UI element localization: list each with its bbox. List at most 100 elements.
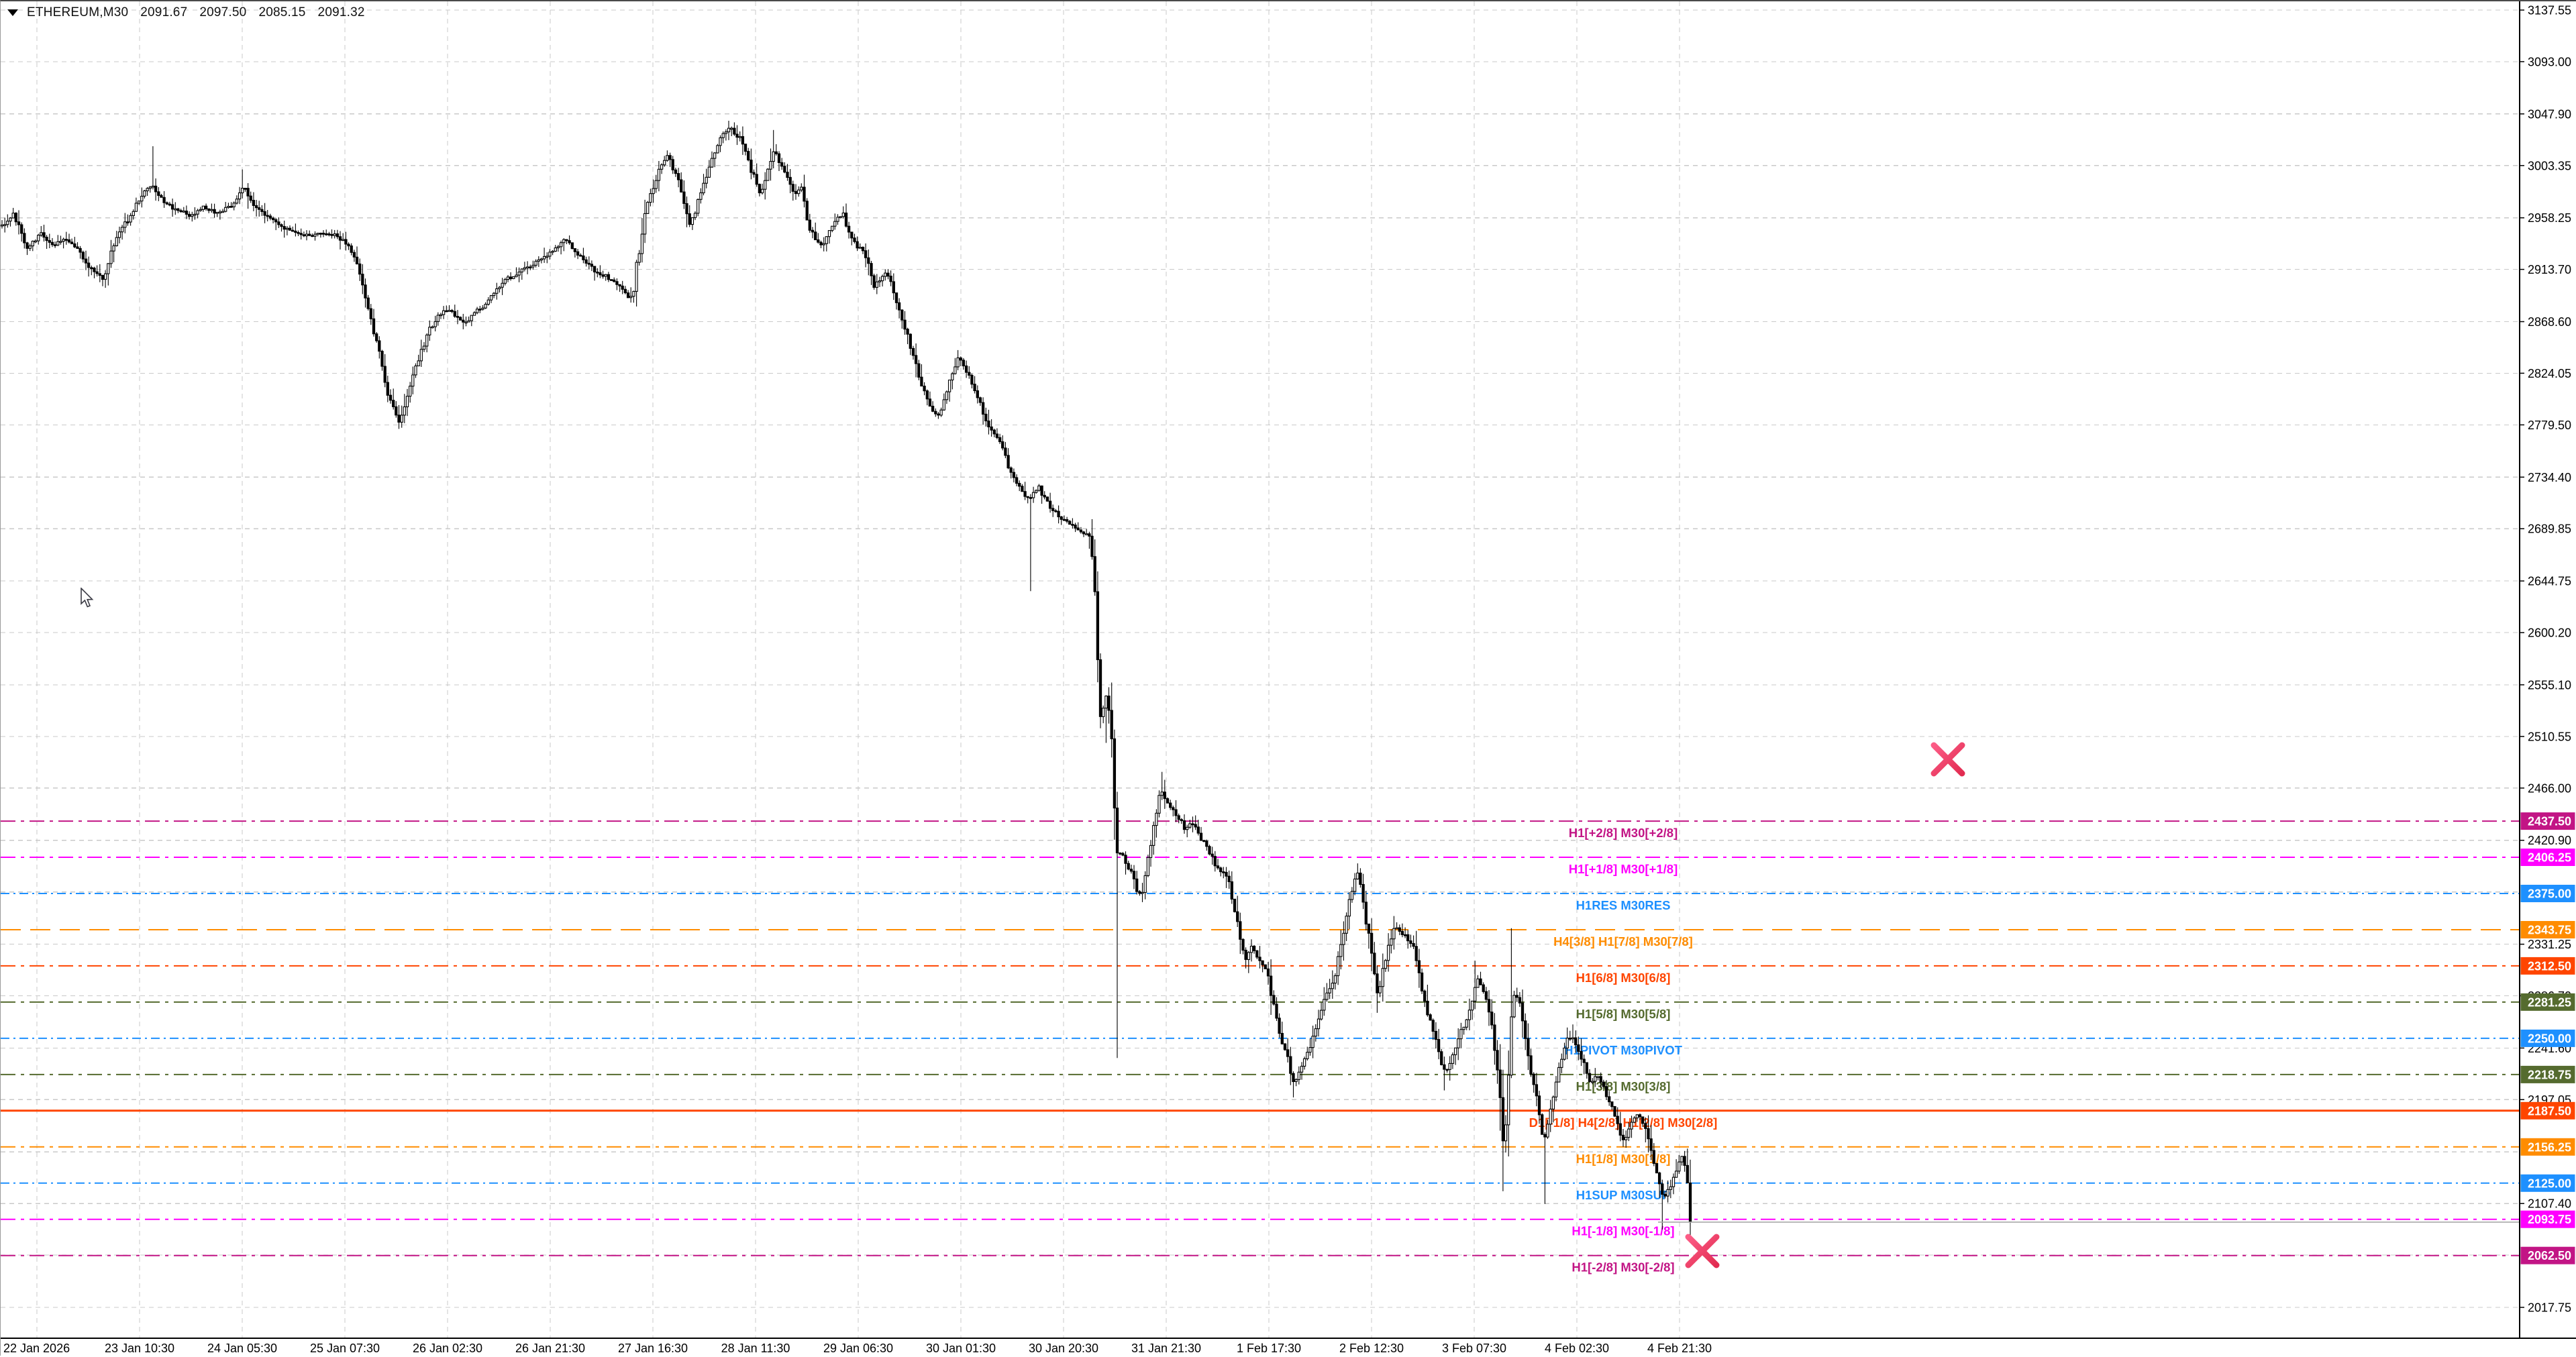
svg-text:2281.25: 2281.25 <box>2528 995 2571 1009</box>
time-axis-label: 25 Jan 07:30 <box>310 1342 380 1355</box>
svg-text:2093.75: 2093.75 <box>2528 1213 2571 1226</box>
svg-text:2437.50: 2437.50 <box>2528 815 2571 828</box>
level-line-2156.25[interactable]: H1[1/8] M30[1/8] <box>1 1146 2520 1166</box>
grid <box>1 1 2520 1338</box>
time-axis-label: 3 Feb 07:30 <box>1442 1342 1506 1355</box>
level-label: H4[3/8] H1[7/8] M30[7/8] <box>1553 934 1693 948</box>
price-axis-badge-2218.75: 2218.75 <box>2520 1065 2575 1083</box>
price-axis-label: 3003.35 <box>2528 159 2571 172</box>
price-axis-badge-2343.75: 2343.75 <box>2520 921 2575 938</box>
chevron-down-icon[interactable] <box>7 9 18 16</box>
price-axis-badge-2406.25: 2406.25 <box>2520 849 2575 866</box>
time-axis-label: 29 Jan 06:30 <box>823 1342 893 1355</box>
price-axis[interactable]: 3137.55 3093.00 3047.90 3003.35 2958.25 2913.… <box>2520 4 2575 1315</box>
low-value: 2085.15 <box>258 5 306 19</box>
price-axis-label: 2510.55 <box>2528 730 2571 743</box>
chart-header: ETHEREUM,M30 2091.67 2097.50 2085.15 209… <box>7 5 365 20</box>
level-label: H1[1/8] M30[1/8] <box>1576 1152 1671 1166</box>
price-axis-badge-2156.25: 2156.25 <box>2520 1138 2575 1156</box>
level-label: H1SUP M30SUP <box>1576 1188 1671 1202</box>
murrey-levels[interactable]: H1[+2/8] M30[+2/8] H1[+1/8] M30[+1/8] H1RE… <box>1 820 2520 1274</box>
svg-text:2312.50: 2312.50 <box>2528 959 2571 973</box>
price-axis-label: 2107.40 <box>2528 1197 2571 1211</box>
svg-text:2250.00: 2250.00 <box>2528 1032 2571 1045</box>
price-axis-label: 3047.90 <box>2528 107 2571 121</box>
open-value: 2091.67 <box>140 5 188 19</box>
time-axis-label: 28 Jan 11:30 <box>721 1342 790 1355</box>
svg-text:2375.00: 2375.00 <box>2528 887 2571 901</box>
level-line-2250[interactable]: H1PIVOT M30PIVOT <box>1 1037 2520 1057</box>
time-axis-label: 31 Jan 21:30 <box>1131 1342 1201 1355</box>
level-line-2281.25[interactable]: H1[5/8] M30[5/8] <box>1 1001 2520 1021</box>
time-axis-label: 26 Jan 21:30 <box>515 1342 585 1355</box>
level-line-2062.5[interactable]: H1[-2/8] M30[-2/8] <box>1 1254 2520 1274</box>
svg-text:2156.25: 2156.25 <box>2528 1140 2571 1154</box>
price-axis-label: 2868.60 <box>2528 315 2571 329</box>
level-label: H1[-2/8] M30[-2/8] <box>1572 1260 1674 1274</box>
level-line-2437.5[interactable]: H1[+2/8] M30[+2/8] <box>1 820 2520 840</box>
price-axis-badge-2187.5: 2187.50 <box>2520 1101 2575 1120</box>
level-line-2343.75[interactable]: H4[3/8] H1[7/8] M30[7/8] <box>1 929 2520 948</box>
level-label: H1[6/8] M30[6/8] <box>1576 971 1671 985</box>
price-axis-badge-2125: 2125.00 <box>2520 1174 2575 1192</box>
price-axis-panel[interactable] <box>2520 1 2576 1357</box>
price-axis-badge-2281.25: 2281.25 <box>2520 993 2575 1011</box>
level-label: D1[-1/8] H4[2/8] H1[2/8] M30[2/8] <box>1529 1116 1718 1130</box>
price-axis-badge-2375: 2375.00 <box>2520 885 2575 902</box>
svg-text:2062.50: 2062.50 <box>2528 1249 2571 1262</box>
level-line-2187.5[interactable]: D1[-1/8] H4[2/8] H1[2/8] M30[2/8] <box>1 1109 2520 1130</box>
time-axis-label: 24 Jan 05:30 <box>207 1342 277 1355</box>
time-axis-panel[interactable] <box>1 1338 2576 1357</box>
time-axis[interactable]: 22 Jan 2026 23 Jan 10:30 24 Jan 05:30 25 Ja… <box>3 1342 1712 1355</box>
level-line-2312.5[interactable]: H1[6/8] M30[6/8] <box>1 965 2520 985</box>
level-label: H1[-1/8] M30[-1/8] <box>1572 1224 1674 1238</box>
level-line-2125[interactable]: H1SUP M30SUP <box>1 1182 2520 1202</box>
time-axis-label: 30 Jan 01:30 <box>926 1342 996 1355</box>
svg-text:2125.00: 2125.00 <box>2528 1177 2571 1190</box>
price-axis-badge-2093.75: 2093.75 <box>2520 1210 2575 1228</box>
price-axis-label: 2600.20 <box>2528 627 2571 640</box>
time-axis-label: 4 Feb 02:30 <box>1545 1342 1609 1355</box>
price-axis-label: 2644.75 <box>2528 575 2571 588</box>
level-line-2218.75[interactable]: H1[3/8] M30[3/8] <box>1 1073 2520 1093</box>
level-label: H1[3/8] M30[3/8] <box>1576 1079 1671 1093</box>
price-axis-label: 2466.00 <box>2528 781 2571 795</box>
level-line-2093.75[interactable]: H1[-1/8] M30[-1/8] <box>1 1218 2520 1238</box>
price-axis-label: 2689.85 <box>2528 523 2571 536</box>
time-axis-label: 23 Jan 10:30 <box>105 1342 174 1355</box>
price-axis-label: 2824.05 <box>2528 367 2571 380</box>
price-axis-label: 2734.40 <box>2528 471 2571 484</box>
price-axis-label: 2420.90 <box>2528 834 2571 847</box>
price-axis-badge-2312.5: 2312.50 <box>2520 957 2575 975</box>
price-axis-label: 2913.70 <box>2528 263 2571 276</box>
cross-marker-1[interactable] <box>1930 742 1965 777</box>
price-axis-label: 3137.55 <box>2528 4 2571 17</box>
time-axis-label: 22 Jan 2026 <box>3 1342 70 1355</box>
level-label: H1PIVOT M30PIVOT <box>1564 1043 1682 1057</box>
price-axis-badge-2250: 2250.00 <box>2520 1029 2575 1047</box>
time-axis-label: 2 Feb 12:30 <box>1339 1342 1404 1355</box>
price-axis-badge-2437.5: 2437.50 <box>2520 812 2575 830</box>
time-axis-label: 4 Feb 21:30 <box>1647 1342 1712 1355</box>
high-value: 2097.50 <box>199 5 247 19</box>
symbol-period-label: ETHEREUM,M30 <box>27 5 129 19</box>
level-line-2375[interactable]: H1RES M30RES <box>1 893 2520 912</box>
price-axis-label: 2779.50 <box>2528 419 2571 432</box>
time-axis-label: 1 Feb 17:30 <box>1237 1342 1301 1355</box>
svg-text:2343.75: 2343.75 <box>2528 924 2571 937</box>
price-axis-label: 2017.75 <box>2528 1301 2571 1315</box>
level-label: H1[5/8] M30[5/8] <box>1576 1007 1671 1021</box>
time-axis-label: 26 Jan 02:30 <box>413 1342 482 1355</box>
price-axis-label: 3093.00 <box>2528 55 2571 68</box>
svg-text:2218.75: 2218.75 <box>2528 1068 2571 1081</box>
price-axis-label: 2331.25 <box>2528 938 2571 951</box>
candles <box>1 121 1692 1240</box>
price-axis-label: 2958.25 <box>2528 211 2571 225</box>
level-label: H1RES M30RES <box>1576 898 1671 912</box>
price-axis-label: 2555.10 <box>2528 678 2571 692</box>
cross-marker-2[interactable] <box>1685 1234 1720 1268</box>
time-axis-label: 30 Jan 20:30 <box>1029 1342 1098 1355</box>
level-line-2406.25[interactable]: H1[+1/8] M30[+1/8] <box>1 857 2520 876</box>
